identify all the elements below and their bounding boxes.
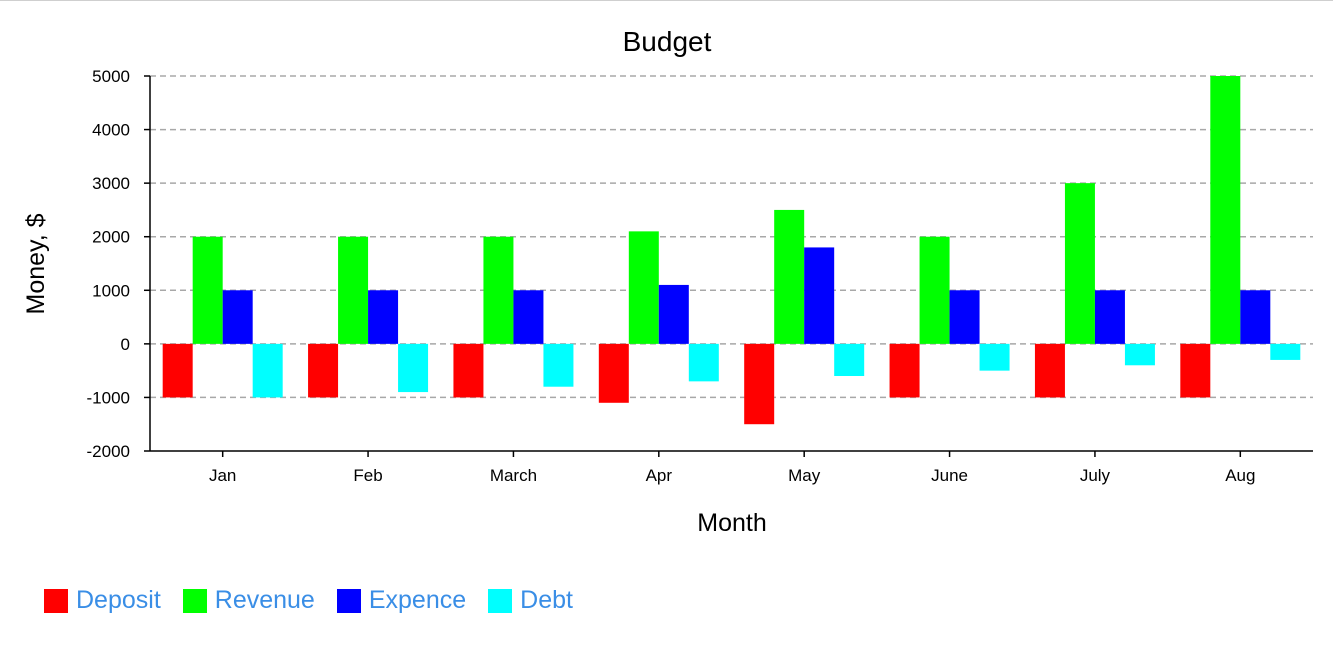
bars [162, 76, 1301, 425]
legend-item-revenue[interactable]: Revenue [182, 586, 315, 615]
y-tick-label: 0 [121, 335, 130, 354]
bar-debt-june [979, 343, 1010, 371]
chart-title: Budget [623, 26, 712, 57]
y-tick-label: 1000 [92, 281, 130, 300]
x-tick-label: Aug [1225, 466, 1255, 485]
bar-expence-june [949, 290, 980, 344]
top-border [0, 0, 1333, 1]
x-axis-label: Month [697, 509, 766, 537]
bar-deposit-july [1034, 343, 1065, 398]
bar-revenue-jan [192, 236, 223, 344]
legend-item-deposit[interactable]: Deposit [44, 586, 161, 615]
legend-item-expence[interactable]: Expence [336, 586, 467, 615]
y-tick-label: 4000 [92, 121, 130, 140]
legend-label: Revenue [214, 586, 315, 614]
bar-revenue-apr [628, 231, 659, 344]
bar-expence-aug [1240, 290, 1271, 344]
legend-label: Expence [368, 586, 467, 614]
bar-revenue-march [483, 236, 514, 344]
bar-revenue-aug [1210, 76, 1241, 344]
bar-debt-apr [688, 343, 719, 382]
bar-deposit-june [889, 343, 920, 398]
bar-expence-jan [222, 290, 253, 344]
bar-expence-march [513, 290, 544, 344]
bar-deposit-may [744, 343, 775, 425]
bar-expence-may [804, 247, 835, 344]
legend-label: Debt [520, 586, 573, 614]
axes [144, 75, 1313, 457]
x-tick-label: Jan [209, 466, 236, 485]
legend-swatch [182, 588, 207, 613]
bar-debt-aug [1270, 343, 1301, 360]
x-tick-label: Apr [646, 466, 673, 485]
legend-swatch [44, 588, 68, 613]
legend: Deposit Revenue Expence Debt [44, 586, 595, 615]
x-tick-label: Feb [353, 466, 382, 485]
budget-chart: Budget Money, $ Month 5000 4000 3000 2000 10… [22, 26, 1313, 537]
x-tick-label: May [788, 466, 821, 485]
bar-debt-march [543, 343, 574, 387]
y-axis-label: Money, $ [22, 213, 50, 314]
bar-debt-jan [252, 343, 283, 398]
bar-deposit-march [453, 343, 484, 398]
y-tick-label: -2000 [87, 442, 130, 461]
bar-debt-july [1124, 343, 1155, 366]
x-tick-label: March [490, 466, 537, 485]
bar-expence-july [1094, 290, 1125, 344]
x-tick-label: July [1080, 466, 1111, 485]
y-tick-label: 5000 [92, 67, 130, 86]
y-tick-label: 2000 [92, 228, 130, 247]
bar-revenue-july [1064, 183, 1095, 344]
y-tick-label: -1000 [87, 388, 130, 407]
x-tick-label: June [931, 466, 968, 485]
bar-expence-apr [658, 284, 689, 344]
bar-deposit-apr [598, 343, 629, 403]
legend-swatch [336, 588, 361, 613]
bar-revenue-may [774, 209, 805, 344]
bar-debt-may [834, 343, 865, 376]
bar-deposit-aug [1180, 343, 1211, 398]
bar-revenue-feb [338, 236, 369, 344]
bar-expence-feb [368, 290, 399, 344]
y-tick-labels: 5000 4000 3000 2000 1000 0 -1000 -2000 [87, 67, 130, 461]
bar-deposit-feb [308, 343, 339, 398]
bar-debt-feb [398, 343, 429, 393]
bar-deposit-jan [162, 343, 193, 398]
y-tick-label: 3000 [92, 174, 130, 193]
legend-swatch [488, 588, 513, 613]
x-tick-labels: Jan Feb March Apr May June July Aug [209, 466, 1255, 485]
legend-label: Deposit [76, 586, 161, 614]
bar-revenue-june [919, 236, 950, 344]
legend-item-debt[interactable]: Debt [488, 586, 573, 615]
